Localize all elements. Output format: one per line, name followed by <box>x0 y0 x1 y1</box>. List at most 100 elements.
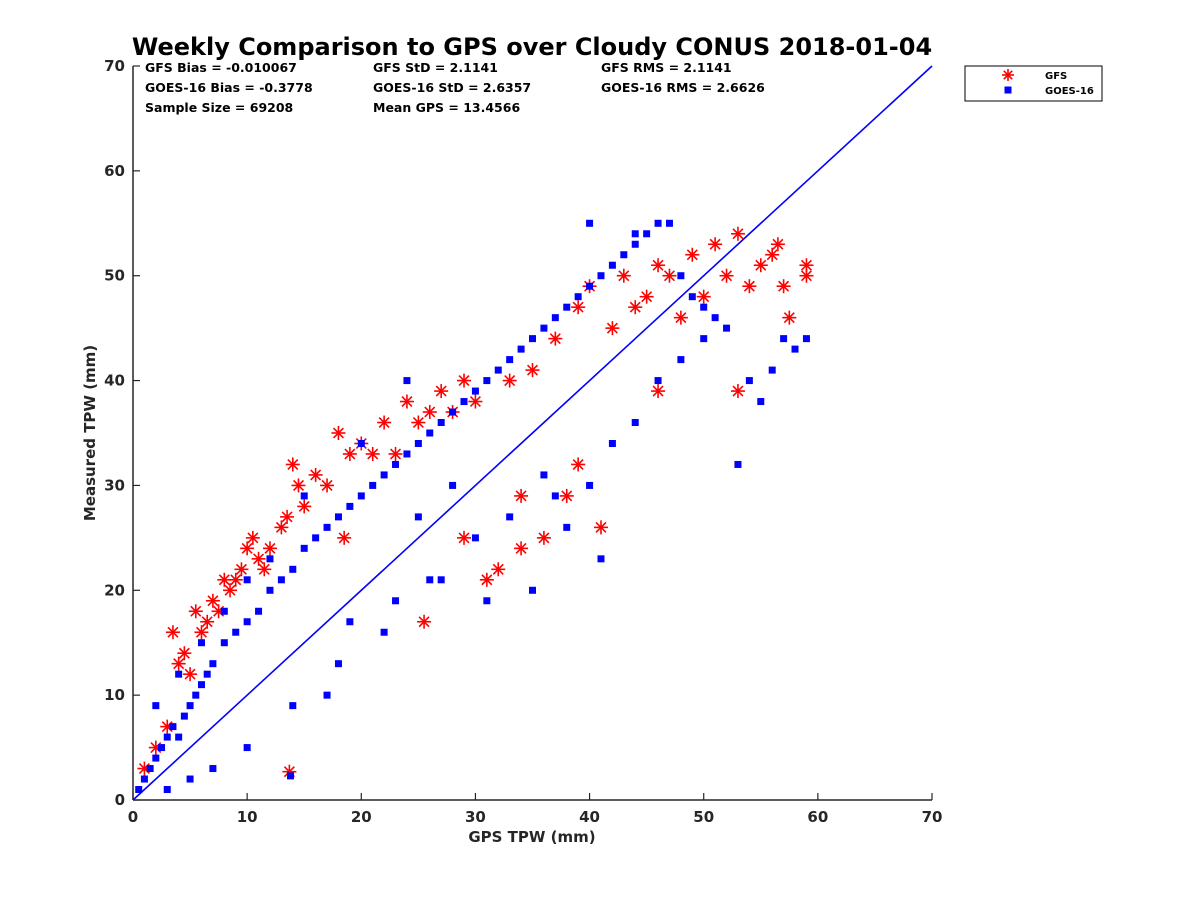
gfs-point <box>571 300 586 315</box>
legend-label-goes: GOES-16 <box>1045 86 1094 97</box>
goes-point <box>186 702 194 710</box>
gfs-point <box>491 562 506 577</box>
goes-point <box>449 408 457 416</box>
gfs-point <box>223 583 238 598</box>
gfs-point <box>605 321 620 336</box>
chart-title: Weekly Comparison to GPS over Cloudy CON… <box>132 33 932 61</box>
goes-point <box>529 586 536 594</box>
stat-goes-std: GOES-16 StD = 2.6357 <box>373 80 531 95</box>
goes-point <box>135 786 143 794</box>
x-tick-label: 70 <box>922 808 943 826</box>
legend-marker-goes <box>1004 86 1012 94</box>
stat-goes-rms: GOES-16 RMS = 2.6626 <box>601 80 765 95</box>
goes-point <box>471 534 479 542</box>
stat-sample-size: Sample Size = 69208 <box>145 100 293 115</box>
gfs-point <box>399 394 414 409</box>
gfs-point <box>479 572 494 587</box>
goes-point <box>426 576 434 584</box>
goes-point <box>437 576 445 584</box>
x-axis-ticks: 0 10 20 30 40 50 60 70 <box>128 793 943 826</box>
x-tick-label: 10 <box>237 808 258 826</box>
goes-point <box>369 481 377 489</box>
goes-point <box>745 377 753 385</box>
gfs-point <box>262 541 277 556</box>
x-axis-label: GPS TPW (mm) <box>468 828 595 846</box>
goes-point <box>334 513 342 521</box>
y-axis-label: Measured TPW (mm) <box>81 345 99 521</box>
goes-point <box>152 754 160 762</box>
goes-point <box>586 481 594 489</box>
goes-point <box>255 607 263 615</box>
gfs-point <box>177 646 192 661</box>
goes-point <box>289 565 297 573</box>
gfs-point <box>234 562 249 577</box>
gfs-point <box>457 373 472 388</box>
gfs-point <box>753 258 768 273</box>
goes-point <box>197 639 205 647</box>
gfs-point <box>417 614 432 629</box>
y-tick-label: 10 <box>104 686 125 704</box>
gfs-point <box>280 509 295 524</box>
goes-point <box>300 492 308 500</box>
goes-point <box>563 303 571 311</box>
gfs-point <box>468 394 483 409</box>
x-tick-label: 30 <box>465 808 486 826</box>
gfs-point <box>776 279 791 294</box>
legend-square-icon <box>1004 86 1012 94</box>
gfs-point <box>662 268 677 283</box>
goes-point <box>529 335 536 343</box>
goes-point <box>460 398 468 406</box>
y-tick-label: 70 <box>104 57 125 75</box>
goes-point <box>266 586 274 594</box>
gfs-point <box>285 457 300 472</box>
goes-point <box>540 471 548 479</box>
goes-point <box>180 712 188 720</box>
plot-area <box>132 65 933 801</box>
gfs-point <box>673 310 688 325</box>
legend-label-gfs: GFS <box>1045 71 1067 82</box>
goes-point <box>723 324 731 332</box>
y-tick-label: 0 <box>115 791 125 809</box>
goes-point <box>300 544 308 552</box>
gfs-point <box>525 363 540 378</box>
goes-point <box>287 772 295 780</box>
goes-point <box>757 398 765 406</box>
gfs-point <box>251 551 266 566</box>
gfs-point <box>205 593 220 608</box>
goes-point <box>677 356 685 364</box>
gfs-point <box>228 572 243 587</box>
gfs-point <box>297 499 312 514</box>
gfs-point <box>651 258 666 273</box>
goes-point <box>665 219 673 227</box>
gfs-point <box>457 530 472 545</box>
goes-point <box>700 303 708 311</box>
gfs-point <box>571 457 586 472</box>
goes-point <box>597 555 605 563</box>
goes-point <box>791 345 799 353</box>
goes-point <box>780 335 788 343</box>
gfs-point <box>365 446 380 461</box>
goes-point <box>608 261 616 269</box>
goes-point <box>357 492 365 500</box>
gfs-point <box>708 237 723 252</box>
gfs-point <box>194 625 209 640</box>
gfs-point <box>593 520 608 535</box>
gfs-point <box>377 415 392 430</box>
goes-point <box>346 502 354 510</box>
goes-point <box>688 293 696 301</box>
gfs-point <box>696 289 711 304</box>
y-tick-label: 20 <box>104 581 125 599</box>
goes-point <box>357 439 365 447</box>
goes-point <box>506 356 514 364</box>
goes-point <box>175 733 183 741</box>
goes-point <box>243 576 251 584</box>
goes-point <box>289 702 297 710</box>
goes-point <box>551 314 559 322</box>
stat-gfs-rms: GFS RMS = 2.1141 <box>601 60 732 75</box>
goes-point <box>574 293 582 301</box>
goes-point <box>169 723 177 731</box>
x-tick-label: 50 <box>693 808 714 826</box>
gfs-point <box>730 384 745 399</box>
stat-goes-bias: GOES-16 Bias = -0.3778 <box>145 80 313 95</box>
gfs-point <box>782 310 797 325</box>
